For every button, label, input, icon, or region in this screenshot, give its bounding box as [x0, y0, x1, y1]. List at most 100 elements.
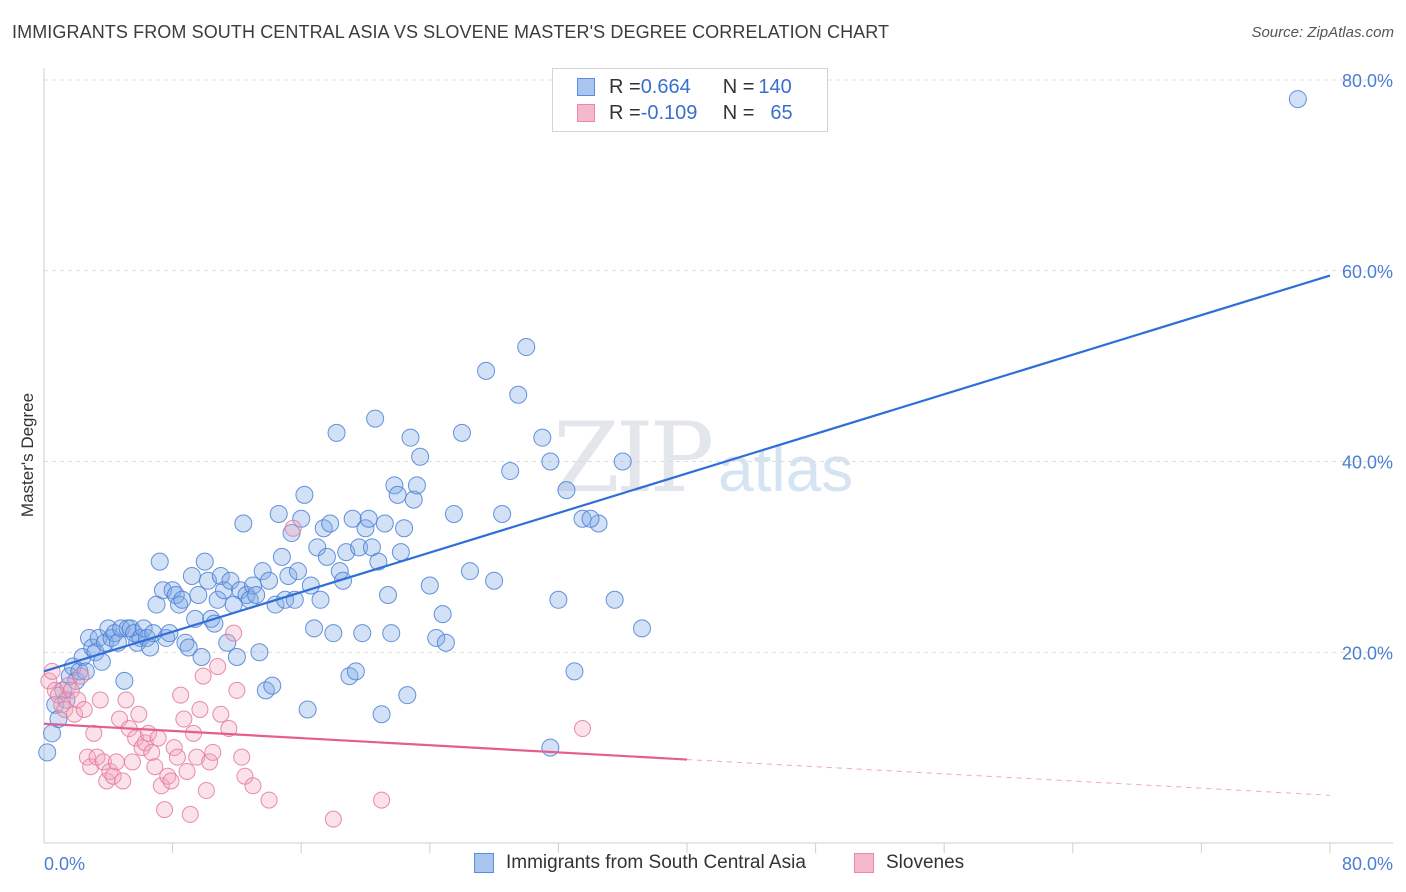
x-tick-label-max: 80.0%	[1342, 854, 1393, 874]
immigrants-point	[195, 552, 214, 571]
slovenes-point	[212, 705, 230, 723]
immigrants-point	[327, 423, 346, 442]
immigrants-point	[385, 476, 404, 495]
immigrants-point	[150, 552, 169, 571]
grid-lines	[44, 79, 1393, 653]
immigrants-point	[311, 590, 330, 609]
slovenes-trend-extension	[686, 759, 1331, 796]
immigrants-point	[324, 624, 343, 643]
immigrants-point	[613, 452, 632, 471]
slovenes-point	[191, 700, 209, 718]
immigrants-point	[401, 428, 420, 447]
immigrants-point	[305, 619, 324, 638]
immigrants-point	[1288, 90, 1307, 109]
immigrants-point	[272, 547, 291, 566]
r-label: R =	[609, 75, 641, 98]
slovenes-point	[152, 777, 170, 795]
immigrants-point	[581, 509, 600, 528]
slovenes-point	[284, 519, 302, 537]
tick-labels: 20.0% 40.0% 60.0% 80.0% 0.0% 80.0%	[44, 71, 1393, 874]
immigrants-point	[366, 409, 385, 428]
slovenes-point	[233, 748, 251, 766]
legend-swatch-blue	[577, 78, 595, 96]
immigrants-point	[565, 662, 584, 681]
immigrants-point	[247, 586, 266, 605]
slovenes-point	[201, 753, 219, 771]
slovenes-point	[146, 758, 164, 776]
immigrants-point	[211, 566, 230, 585]
n-label: N =	[722, 101, 755, 124]
immigrants-point	[509, 385, 528, 404]
immigrants-point	[493, 504, 512, 523]
immigrants-point	[433, 605, 452, 624]
slovenes-point	[228, 681, 246, 699]
slovenes-point	[197, 782, 215, 800]
legend-item-slovenes[interactable]: Slovenes	[854, 852, 964, 874]
immigrants-point	[99, 619, 118, 638]
slovenes-point	[574, 720, 592, 738]
slovenes-point	[69, 691, 87, 709]
immigrants-point	[227, 648, 246, 667]
slovenes-point	[75, 700, 93, 718]
immigrants-point	[517, 338, 536, 357]
series-immigrants-points	[38, 90, 1307, 762]
immigrants-point	[541, 452, 560, 471]
legend-swatch-pink	[854, 853, 874, 873]
slovenes-point	[104, 767, 122, 785]
immigrants-point	[317, 547, 336, 566]
stats-row-immigrants: R = 0.664 N = 140	[577, 74, 792, 100]
y-tick-label: 20.0%	[1342, 643, 1393, 663]
immigrants-point	[541, 738, 560, 757]
slovenes-point	[53, 696, 71, 714]
source-label: Source: ZipAtlas.com	[1251, 24, 1394, 41]
immigrants-point	[460, 562, 479, 581]
immigrants-trend-line	[43, 274, 1331, 673]
immigrants-point	[333, 571, 352, 590]
slovenes-point	[114, 772, 132, 790]
slovenes-point	[165, 739, 183, 757]
immigrants-point	[308, 538, 327, 557]
immigrants-point	[192, 648, 211, 667]
immigrants-point	[343, 509, 362, 528]
atlas-watermark: atlas	[718, 433, 854, 505]
immigrants-point	[250, 643, 269, 662]
immigrants-point	[391, 543, 410, 562]
immigrants-point	[67, 671, 86, 690]
immigrants-point	[411, 447, 430, 466]
immigrants-point	[115, 671, 134, 690]
immigrants-point	[420, 576, 439, 595]
immigrants-point	[38, 743, 57, 762]
immigrants-point	[444, 504, 463, 523]
slovenes-point	[123, 753, 141, 771]
slovenes-point	[181, 805, 199, 823]
immigrants-point	[375, 514, 394, 533]
slovenes-point	[101, 762, 119, 780]
stats-legend: R = 0.664 N = 140 R = -0.109 N = 65	[552, 68, 828, 132]
legend-item-immigrants[interactable]: Immigrants from South Central Asia	[474, 852, 806, 874]
immigrants-point	[314, 519, 333, 538]
immigrants-point	[485, 571, 504, 590]
n-value: 65	[770, 101, 793, 124]
immigrants-point	[46, 695, 65, 714]
slovenes-point	[159, 767, 177, 785]
immigrants-point	[182, 566, 201, 585]
immigrants-point	[549, 590, 568, 609]
slovenes-point	[85, 724, 103, 742]
slovenes-point	[220, 720, 238, 738]
immigrants-point	[382, 624, 401, 643]
immigrants-point	[340, 667, 359, 686]
immigrants-point	[179, 638, 198, 657]
immigrants-point	[452, 423, 471, 442]
slovenes-point	[324, 810, 342, 828]
slovenes-point	[260, 791, 278, 809]
immigrants-point	[157, 628, 176, 647]
series-slovenes-points	[40, 519, 592, 828]
immigrants-point	[359, 509, 378, 528]
slovenes-point	[62, 681, 80, 699]
stats-row-slovenes: R = -0.109 N = 65	[577, 100, 793, 126]
slovenes-point	[156, 801, 174, 819]
immigrants-point	[346, 662, 365, 681]
immigrants-point	[388, 485, 407, 504]
series-legend: Immigrants from South Central Asia Slove…	[0, 852, 1406, 878]
slovenes-point	[178, 762, 196, 780]
